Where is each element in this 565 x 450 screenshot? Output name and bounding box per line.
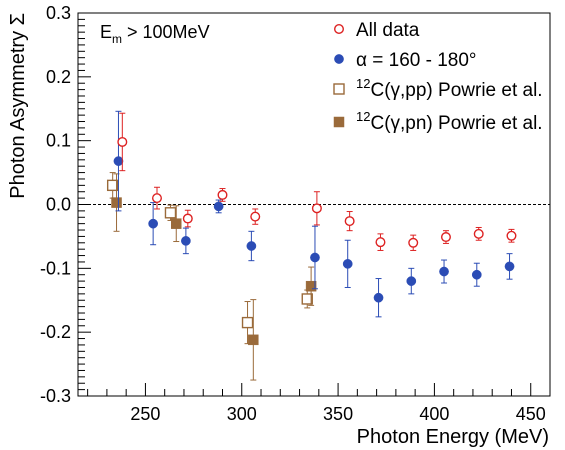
data-point	[473, 228, 484, 239]
data-point	[250, 211, 261, 222]
y-tick-label: 0.0	[46, 195, 71, 215]
y-tick-label: 0.2	[46, 67, 71, 87]
data-point	[373, 292, 384, 303]
data-point	[375, 237, 386, 248]
data-point	[241, 316, 254, 329]
data-point	[305, 280, 317, 292]
data-point	[113, 156, 124, 166]
y-tick-label: 0.3	[46, 3, 71, 23]
data-point	[301, 293, 313, 305]
legend-marker	[334, 54, 344, 64]
data-point	[106, 179, 119, 192]
legend-label: All data	[356, 20, 420, 41]
data-point	[148, 218, 158, 229]
data-point	[182, 213, 193, 224]
data-point	[439, 266, 449, 277]
legend-label: 12C(γ,pn) Powrie et al.	[356, 109, 543, 134]
data-point	[246, 241, 257, 251]
data-point	[310, 252, 320, 263]
data-point	[440, 232, 451, 243]
data-point	[213, 201, 224, 212]
x-axis-label: Photon Energy (MeV)	[357, 426, 549, 448]
cut-annotation: Em > 100MeV	[100, 22, 210, 46]
x-tick-label: 450	[516, 404, 546, 424]
x-tick-label: 300	[227, 404, 257, 424]
data-point	[181, 236, 191, 246]
legend-label: α = 160 - 180°	[356, 50, 477, 71]
data-point	[311, 203, 322, 214]
data-point	[471, 269, 482, 280]
data-point	[217, 189, 228, 200]
legend-marker	[333, 116, 345, 128]
data-point	[506, 230, 517, 241]
y-tick-label: -0.1	[40, 258, 71, 278]
x-tick-label: 350	[323, 404, 353, 424]
data-point	[248, 334, 259, 346]
legend-marker	[334, 24, 345, 35]
data-point	[117, 136, 128, 147]
x-tick-label: 250	[130, 404, 160, 424]
data-point	[151, 193, 162, 204]
x-tick-label: 400	[419, 404, 449, 424]
y-tick-label: -0.2	[40, 322, 71, 342]
data-point	[164, 207, 177, 219]
data-points	[106, 110, 517, 381]
data-point	[408, 237, 419, 248]
y-tick-label: -0.3	[40, 386, 71, 406]
y-axis-label: Photon Asymmetry Σ	[7, 13, 29, 199]
y-tick-label: 0.1	[46, 131, 71, 151]
axis-ticks: 250 300 350 400 450 -0.3 -0.2 -0.1 0.0 0.1 0.2 0.3	[40, 3, 551, 424]
data-point	[406, 276, 417, 286]
legend-marker	[333, 83, 345, 95]
data-point	[504, 261, 515, 272]
data-point	[342, 259, 353, 269]
data-point	[344, 216, 355, 227]
data-point	[111, 197, 122, 208]
legend: All data α = 160 - 180° 12C(γ,pp) Powrie e…	[333, 20, 543, 134]
legend-label: 12C(γ,pp) Powrie et al.	[356, 76, 543, 101]
data-point	[171, 218, 182, 229]
